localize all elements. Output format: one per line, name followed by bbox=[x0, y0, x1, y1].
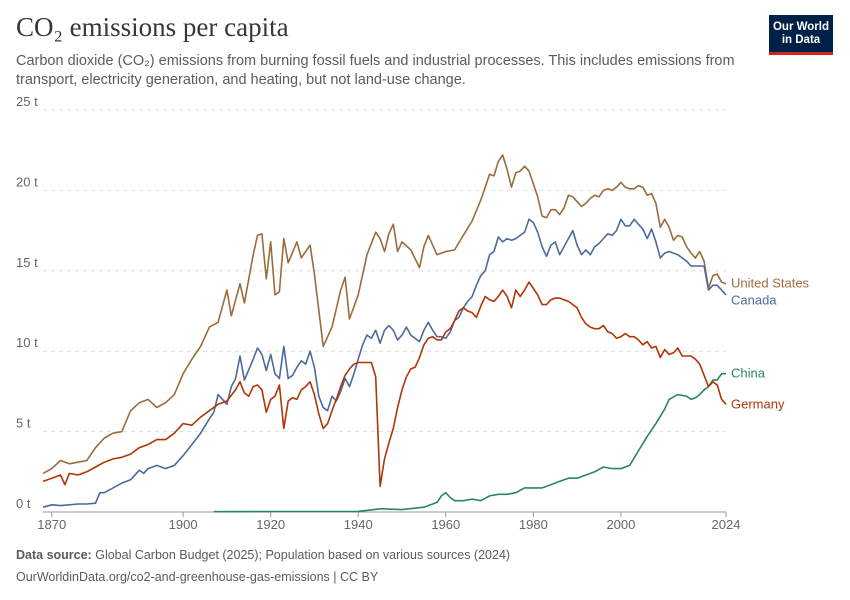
series-line-canada bbox=[42, 218, 727, 508]
source-url[interactable]: OurWorldinData.org/co2-and-greenhouse-ga… bbox=[16, 570, 379, 584]
chart-subtitle: Carbon dioxide (CO₂) emissions from burn… bbox=[16, 53, 735, 88]
chart-title: CO₂ emissions per capita bbox=[16, 12, 289, 42]
y-tick-label: 10 t bbox=[16, 335, 38, 350]
data-source-note: Data source: Global Carbon Budget (2025)… bbox=[16, 548, 510, 562]
line-label-canada: Canada bbox=[731, 293, 777, 308]
x-tick-label: 1980 bbox=[519, 517, 548, 532]
logo-line-1: Our World bbox=[772, 21, 829, 33]
line-label-united-states: United States bbox=[731, 276, 810, 291]
x-tick-label: 1940 bbox=[344, 517, 373, 532]
y-tick-label: 20 t bbox=[16, 174, 38, 189]
series-line-germany bbox=[42, 281, 727, 488]
x-tick-label: 1960 bbox=[431, 517, 460, 532]
y-tick-label: 15 t bbox=[16, 255, 38, 270]
y-tick-label: 25 t bbox=[16, 94, 38, 109]
data-source-label: Data source: bbox=[16, 548, 92, 562]
y-tick-label: 5 t bbox=[16, 416, 31, 431]
owid-logo[interactable]: Our World in Data bbox=[769, 15, 833, 55]
series-line-united-states bbox=[42, 154, 727, 475]
data-source-text: Global Carbon Budget (2025); Population … bbox=[95, 548, 511, 562]
series-line-china bbox=[213, 372, 726, 513]
x-tick-label: 2024 bbox=[712, 517, 741, 532]
line-label-china: China bbox=[731, 366, 766, 381]
x-tick-label: 1870 bbox=[37, 517, 66, 532]
line-label-germany: Germany bbox=[731, 396, 785, 411]
x-tick-label: 2000 bbox=[606, 517, 635, 532]
x-tick-label: 1900 bbox=[169, 517, 198, 532]
x-tick-label: 1920 bbox=[256, 517, 285, 532]
y-tick-label: 0 t bbox=[16, 496, 31, 511]
logo-line-2: in Data bbox=[781, 33, 821, 46]
